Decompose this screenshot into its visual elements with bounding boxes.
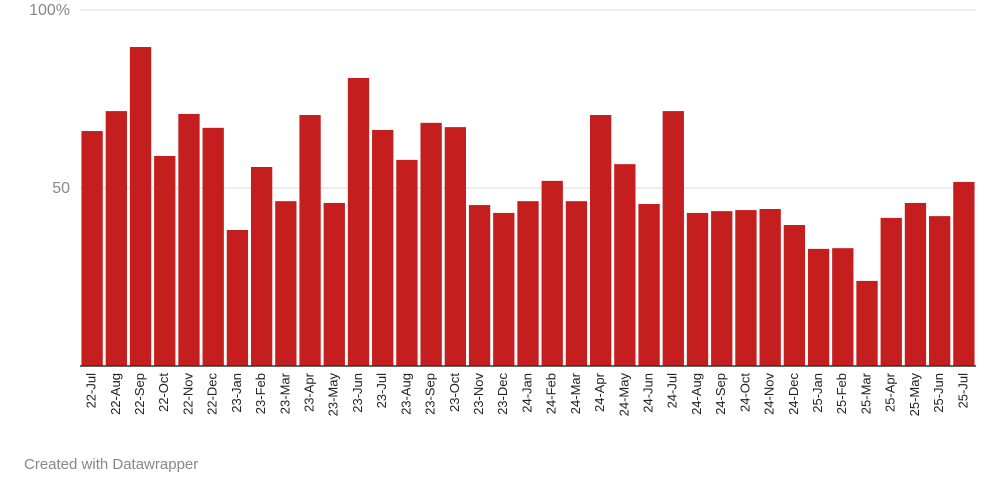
bar bbox=[589, 115, 612, 367]
bar bbox=[347, 77, 370, 366]
x-tick-label: 25-Apr bbox=[883, 372, 898, 412]
bar bbox=[759, 209, 781, 366]
x-tick-label: 25-Jun bbox=[931, 373, 946, 413]
bar bbox=[154, 155, 176, 366]
x-tick-label: 24-Sep bbox=[713, 373, 728, 415]
bar bbox=[662, 111, 684, 366]
x-tick-label: 22-Sep bbox=[132, 373, 147, 415]
bar bbox=[372, 129, 394, 366]
bar bbox=[735, 210, 757, 366]
bar bbox=[105, 111, 127, 366]
bar bbox=[81, 131, 103, 366]
x-tick-label: 24-Feb bbox=[544, 373, 559, 414]
x-tick-label: 23-May bbox=[326, 373, 341, 417]
y-tick-label: 50 bbox=[52, 180, 70, 197]
x-tick-label: 24-Mar bbox=[568, 372, 583, 414]
footer: Created with Datawrapper bbox=[24, 456, 198, 473]
bar bbox=[226, 230, 249, 366]
x-tick-label: 24-Oct bbox=[737, 373, 752, 412]
x-tick-label: 23-Dec bbox=[495, 373, 510, 415]
bar bbox=[929, 216, 951, 366]
x-tick-label: 23-Apr bbox=[301, 372, 316, 412]
bar bbox=[783, 225, 806, 366]
bar bbox=[299, 115, 321, 367]
x-tick-label: 23-Nov bbox=[471, 373, 486, 415]
x-tick-label: 25-May bbox=[907, 373, 922, 417]
bar bbox=[517, 201, 539, 366]
x-tick-label: 22-Aug bbox=[108, 373, 123, 415]
x-tick-label: 23-Jul bbox=[374, 373, 389, 409]
x-tick-label: 22-Nov bbox=[180, 373, 195, 415]
x-tick-label: 23-Sep bbox=[423, 373, 438, 415]
bar bbox=[565, 201, 588, 366]
x-tick-label: 25-Jul bbox=[955, 373, 970, 409]
x-tick-label: 23-Feb bbox=[253, 373, 268, 414]
bar bbox=[686, 212, 709, 366]
x-tick-label: 23-Mar bbox=[277, 372, 292, 414]
bar bbox=[807, 248, 830, 366]
bar bbox=[323, 202, 345, 366]
x-tick-label: 24-Jan bbox=[519, 373, 534, 413]
bar bbox=[444, 127, 467, 367]
bar bbox=[420, 122, 442, 367]
bar bbox=[904, 202, 927, 366]
x-tick-label: 22-Dec bbox=[205, 373, 220, 415]
x-tick-label: 23-Aug bbox=[398, 373, 413, 415]
x-tick-label: 24-Aug bbox=[689, 373, 704, 415]
bar bbox=[711, 211, 733, 366]
bar bbox=[178, 113, 200, 367]
y-tick-label: 100% bbox=[29, 2, 70, 19]
bar bbox=[953, 181, 975, 366]
x-tick-label: 23-Oct bbox=[447, 373, 462, 412]
bar bbox=[250, 166, 273, 366]
x-tick-label: 25-Mar bbox=[858, 372, 873, 414]
x-tick-label: 22-Oct bbox=[156, 373, 171, 412]
bar bbox=[614, 164, 636, 366]
bar bbox=[129, 47, 152, 367]
bar bbox=[468, 205, 491, 366]
x-tick-label: 23-Jun bbox=[350, 373, 365, 413]
x-tick-label: 24-Jul bbox=[665, 373, 680, 409]
x-tick-label: 24-Jun bbox=[641, 373, 656, 413]
x-tick-label: 25-Feb bbox=[834, 373, 849, 414]
x-tick-label: 23-Jan bbox=[229, 373, 244, 413]
bar bbox=[832, 248, 854, 366]
bar bbox=[856, 280, 878, 366]
bar bbox=[275, 201, 297, 366]
x-tick-label: 24-May bbox=[616, 373, 631, 417]
bar bbox=[493, 212, 515, 366]
bar bbox=[202, 127, 224, 366]
x-tick-label: 24-Nov bbox=[762, 373, 777, 415]
bar bbox=[638, 204, 660, 366]
x-tick-label: 25-Jan bbox=[810, 373, 825, 413]
bar bbox=[541, 180, 563, 366]
bar bbox=[396, 159, 418, 366]
x-tick-label: 24-Apr bbox=[592, 372, 607, 412]
x-tick-label: 24-Dec bbox=[786, 373, 801, 415]
bar bbox=[880, 217, 902, 366]
x-tick-label: 22-Jul bbox=[84, 373, 99, 409]
